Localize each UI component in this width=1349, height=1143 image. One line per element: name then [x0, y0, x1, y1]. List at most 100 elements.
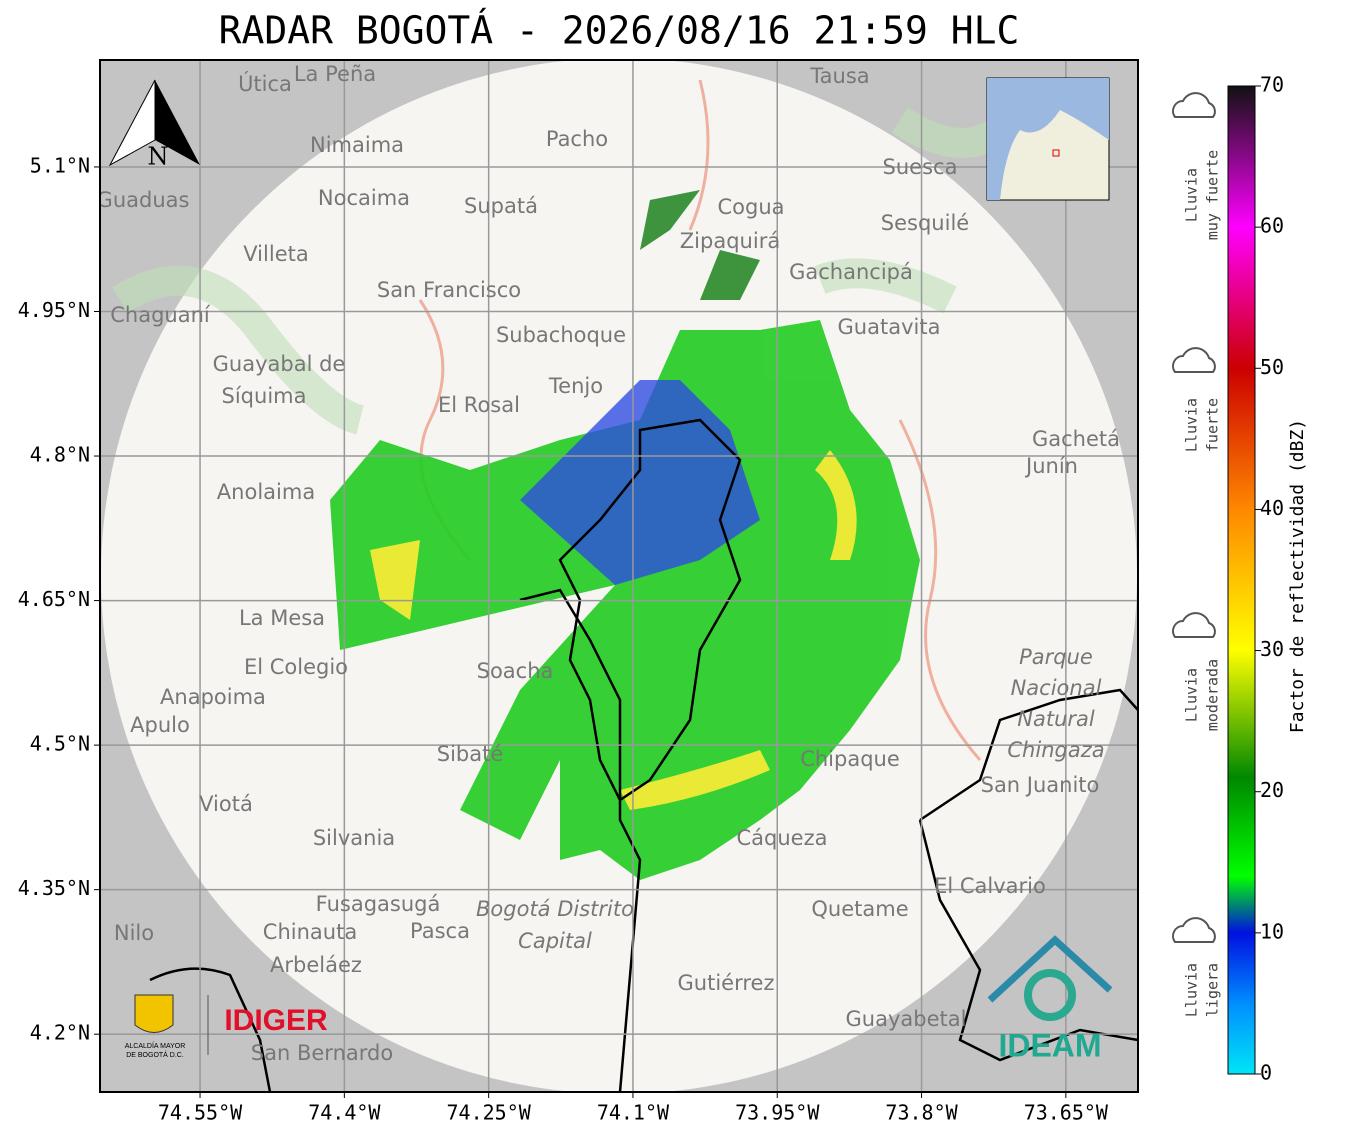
- x-tick-label: 73.8°W: [885, 1101, 958, 1125]
- x-tick-label: 74.1°W: [597, 1101, 670, 1125]
- ideam-logo: IDEAM: [998, 1027, 1101, 1063]
- place-label: Pasca: [410, 919, 470, 943]
- inset-sea: [987, 78, 1109, 200]
- place-label: La Mesa: [239, 606, 325, 630]
- place-label: Chinauta: [263, 920, 357, 944]
- rain-legend-label: ligera: [1204, 963, 1222, 1017]
- colorbar: [1227, 85, 1256, 1075]
- colorbar-tick-label: 70: [1260, 73, 1284, 97]
- place-labels: Útica La Peña Tausa Pacho Nimaima Guaduas Noca…: [97, 62, 1120, 1065]
- place-label: Viotá: [199, 792, 253, 816]
- x-tick-label: 74.25°W: [447, 1101, 532, 1125]
- colorbar-label: Factor de reflectividad (dBZ): [1287, 419, 1308, 733]
- place-label: Útica: [238, 71, 292, 96]
- place-label: Cáqueza: [737, 826, 828, 850]
- alcaldia-shield: [134, 994, 174, 1033]
- place-label: Supatá: [464, 194, 538, 218]
- echo: [520, 380, 760, 585]
- place-label: Sesquilé: [881, 211, 969, 235]
- rain-legend-label: muy fuerte: [1204, 150, 1222, 240]
- map: Útica La Peña Tausa Pacho Nimaima Guaduas Noca…: [97, 60, 1138, 1092]
- place-label: La Peña: [294, 62, 376, 86]
- park-label: Chingaza: [1007, 738, 1104, 762]
- x-tick-label: 74.55°W: [158, 1101, 243, 1125]
- place-label: Gachetá: [1032, 427, 1120, 451]
- rain-legend-label: moderada: [1204, 659, 1222, 731]
- place-label: San Bernardo: [251, 1041, 393, 1065]
- colorbar-tick-label: 10: [1260, 919, 1284, 943]
- place-label: El Rosal: [438, 393, 520, 417]
- colorbar-tick-label: 50: [1260, 355, 1284, 379]
- place-label: Síquima: [222, 384, 307, 408]
- north-label: N: [148, 143, 169, 171]
- place-label: Guatavita: [838, 315, 941, 339]
- y-tick-label: 4.2°N: [30, 1021, 90, 1045]
- y-tick-label: 4.35°N: [18, 876, 90, 900]
- park-label: Nacional: [1011, 676, 1102, 700]
- grid: [100, 60, 1138, 1092]
- place-label: Pacho: [546, 127, 608, 151]
- title: RADAR BOGOTÁ - 2026/08/16 21:59 HLC: [219, 9, 1020, 53]
- x-tick-label: 73.65°W: [1024, 1101, 1109, 1125]
- colorbar-tick-label: 30: [1260, 637, 1284, 661]
- place-label: Silvania: [313, 826, 395, 850]
- place-label: Sibaté: [437, 742, 504, 766]
- rain-legend-label: Lluvia: [1183, 398, 1201, 452]
- place-label: Subachoque: [496, 323, 626, 347]
- place-label: Quetame: [811, 897, 908, 921]
- rain-icon: [1172, 612, 1216, 638]
- alcaldia-text: ALCALDÍA MAYOR: [125, 1041, 186, 1050]
- place-label: Guayabetal: [846, 1007, 967, 1031]
- idiger-logo: IDIGER: [224, 1004, 328, 1037]
- rain-legend-label: Lluvia: [1183, 668, 1201, 722]
- colorbar-tick-label: 40: [1260, 496, 1284, 520]
- place-label: Fusagasugá: [316, 892, 441, 916]
- place-label: Nilo: [114, 921, 154, 945]
- rain-legend-label: fuerte: [1204, 398, 1222, 452]
- place-label: Chipaque: [800, 747, 900, 771]
- place-label: Arbeláez: [270, 953, 362, 977]
- ideam-roof: [987, 935, 1113, 1003]
- place-label: Anolaima: [217, 480, 315, 504]
- place-label: Gachancipá: [789, 260, 913, 284]
- place-label: San Francisco: [377, 278, 521, 302]
- map-frame: [99, 59, 1139, 1093]
- echo: [640, 190, 760, 300]
- place-label: Villeta: [243, 242, 308, 266]
- x-tick-label: 74.4°W: [308, 1101, 381, 1125]
- colorbar-tick-label: 0: [1260, 1061, 1272, 1085]
- colorbar-tick-label: 60: [1260, 214, 1284, 238]
- place-label: El Colegio: [244, 655, 348, 679]
- y-tick-label: 5.1°N: [30, 153, 90, 177]
- colorbar-tick-label: 20: [1260, 778, 1284, 802]
- inset-marker: [1052, 149, 1060, 157]
- rain-legend-label: Lluvia: [1183, 963, 1201, 1017]
- rain-legend-label: Lluvia: [1183, 168, 1201, 222]
- boundaries: [149, 418, 1138, 1092]
- ideam-swirl: [1024, 969, 1076, 1021]
- y-tick-label: 4.8°N: [30, 443, 90, 467]
- y-tick-label: 4.5°N: [30, 732, 90, 756]
- rain-icon: [1172, 92, 1216, 118]
- place-label: Chaguaní: [110, 303, 211, 327]
- y-tick-label: 4.95°N: [18, 298, 90, 322]
- park-label: Parque: [1019, 645, 1093, 669]
- place-label: Nocaima: [318, 186, 410, 210]
- x-tick-label: 73.95°W: [735, 1101, 820, 1125]
- rain-icon: [1172, 917, 1216, 943]
- place-label: Tausa: [809, 64, 869, 88]
- place-label: Soacha: [477, 659, 554, 683]
- place-label: Guaduas: [97, 188, 190, 212]
- alcaldia-text: DE BOGOTÁ D.C.: [126, 1050, 184, 1059]
- place-label: Anapoima: [160, 685, 266, 709]
- place-label: Suesca: [883, 155, 958, 179]
- place-label: San Juanito: [981, 773, 1100, 797]
- y-tick-label: 4.65°N: [18, 587, 90, 611]
- place-label: Nimaima: [310, 133, 404, 157]
- district-label: Capital: [518, 929, 592, 953]
- place-label: Gutiérrez: [678, 971, 775, 995]
- place-label: El Calvario: [934, 874, 1046, 898]
- place-label: Tenjo: [548, 374, 603, 398]
